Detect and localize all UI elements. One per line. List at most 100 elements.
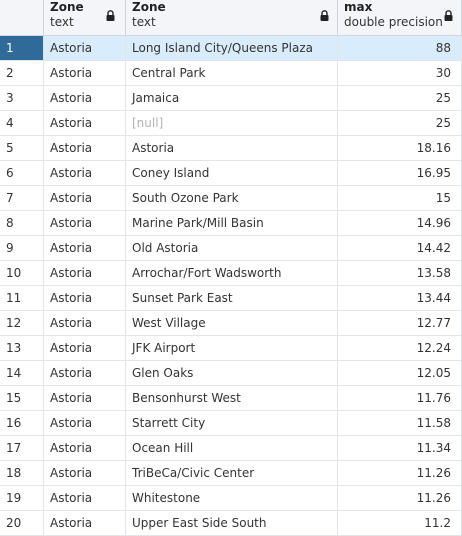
zone-cell[interactable]: Astoria	[44, 161, 126, 185]
zone-cell[interactable]: Astoria	[44, 361, 126, 385]
zone-cell[interactable]: Marine Park/Mill Basin	[126, 211, 338, 235]
zone-cell[interactable]: Astoria	[44, 236, 126, 260]
zone-cell[interactable]: Astoria	[44, 186, 126, 210]
zone-cell[interactable]: South Ozone Park	[126, 186, 338, 210]
column-header-zone-1[interactable]: Zone text	[44, 0, 126, 35]
zone-cell[interactable]: Sunset Park East	[126, 286, 338, 310]
table-row[interactable]: 7 Astoria South Ozone Park 15	[0, 186, 462, 211]
table-row[interactable]: 19 Astoria Whitestone 11.26	[0, 486, 462, 511]
zone-cell[interactable]: Bensonhurst West	[126, 386, 338, 410]
max-cell[interactable]: 12.05	[338, 361, 462, 385]
table-row[interactable]: 1 Astoria Long Island City/Queens Plaza 88	[0, 36, 462, 61]
zone-cell[interactable]: Central Park	[126, 61, 338, 85]
zone-cell[interactable]: Old Astoria	[126, 236, 338, 260]
row-number[interactable]: 14	[0, 361, 44, 385]
zone-cell[interactable]: West Village	[126, 311, 338, 335]
zone-cell[interactable]: Astoria	[126, 136, 338, 160]
max-cell[interactable]: 12.24	[338, 336, 462, 360]
row-number[interactable]: 9	[0, 236, 44, 260]
zone-cell[interactable]: Coney Island	[126, 161, 338, 185]
table-row[interactable]: 9 Astoria Old Astoria 14.42	[0, 236, 462, 261]
table-row[interactable]: 17 Astoria Ocean Hill 11.34	[0, 436, 462, 461]
table-row[interactable]: 12 Astoria West Village 12.77	[0, 311, 462, 336]
row-number[interactable]: 5	[0, 136, 44, 160]
zone-cell[interactable]: TriBeCa/Civic Center	[126, 461, 338, 485]
table-row[interactable]: 11 Astoria Sunset Park East 13.44	[0, 286, 462, 311]
max-cell[interactable]: 11.26	[338, 486, 462, 510]
max-cell[interactable]: 11.26	[338, 461, 462, 485]
max-cell[interactable]: 25	[338, 86, 462, 110]
table-row[interactable]: 15 Astoria Bensonhurst West 11.76	[0, 386, 462, 411]
max-cell[interactable]: 88	[338, 36, 462, 60]
max-cell[interactable]: 30	[338, 61, 462, 85]
max-cell[interactable]: 18.16	[338, 136, 462, 160]
zone-cell[interactable]: Astoria	[44, 411, 126, 435]
table-row[interactable]: 6 Astoria Coney Island 16.95	[0, 161, 462, 186]
zone-cell[interactable]: Long Island City/Queens Plaza	[126, 36, 338, 60]
max-cell[interactable]: 16.95	[338, 161, 462, 185]
zone-cell[interactable]: Astoria	[44, 61, 126, 85]
zone-cell[interactable]: Astoria	[44, 336, 126, 360]
zone-cell[interactable]: Upper East Side South	[126, 511, 338, 535]
row-number[interactable]: 16	[0, 411, 44, 435]
column-header-max[interactable]: max double precision	[338, 0, 462, 35]
row-number[interactable]: 18	[0, 461, 44, 485]
table-row[interactable]: 5 Astoria Astoria 18.16	[0, 136, 462, 161]
table-row[interactable]: 4 Astoria [null] 25	[0, 111, 462, 136]
table-row[interactable]: 13 Astoria JFK Airport 12.24	[0, 336, 462, 361]
zone-cell[interactable]: Astoria	[44, 311, 126, 335]
max-cell[interactable]: 15	[338, 186, 462, 210]
table-row[interactable]: 14 Astoria Glen Oaks 12.05	[0, 361, 462, 386]
zone-cell[interactable]: Astoria	[44, 111, 126, 135]
max-cell[interactable]: 14.96	[338, 211, 462, 235]
zone-cell[interactable]: Starrett City	[126, 411, 338, 435]
zone-cell[interactable]: [null]	[126, 111, 338, 135]
row-number[interactable]: 10	[0, 261, 44, 285]
max-cell[interactable]: 13.58	[338, 261, 462, 285]
row-number[interactable]: 4	[0, 111, 44, 135]
table-row[interactable]: 20 Astoria Upper East Side South 11.2	[0, 511, 462, 536]
table-row[interactable]: 18 Astoria TriBeCa/Civic Center 11.26	[0, 461, 462, 486]
zone-cell[interactable]: Astoria	[44, 211, 126, 235]
row-number[interactable]: 20	[0, 511, 44, 535]
row-number[interactable]: 2	[0, 61, 44, 85]
zone-cell[interactable]: Glen Oaks	[126, 361, 338, 385]
row-number[interactable]: 19	[0, 486, 44, 510]
row-number[interactable]: 15	[0, 386, 44, 410]
row-number[interactable]: 7	[0, 186, 44, 210]
table-row[interactable]: 16 Astoria Starrett City 11.58	[0, 411, 462, 436]
zone-cell[interactable]: Jamaica	[126, 86, 338, 110]
zone-cell[interactable]: Arrochar/Fort Wadsworth	[126, 261, 338, 285]
table-row[interactable]: 3 Astoria Jamaica 25	[0, 86, 462, 111]
column-header-zone-2[interactable]: Zone text	[126, 0, 338, 35]
max-cell[interactable]: 12.77	[338, 311, 462, 335]
zone-cell[interactable]: Ocean Hill	[126, 436, 338, 460]
max-cell[interactable]: 11.34	[338, 436, 462, 460]
row-number[interactable]: 12	[0, 311, 44, 335]
max-cell[interactable]: 11.76	[338, 386, 462, 410]
row-number[interactable]: 8	[0, 211, 44, 235]
zone-cell[interactable]: Astoria	[44, 436, 126, 460]
zone-cell[interactable]: Astoria	[44, 486, 126, 510]
max-cell[interactable]: 11.58	[338, 411, 462, 435]
row-number[interactable]: 1	[0, 36, 44, 60]
zone-cell[interactable]: Astoria	[44, 86, 126, 110]
row-number[interactable]: 13	[0, 336, 44, 360]
table-row[interactable]: 2 Astoria Central Park 30	[0, 61, 462, 86]
zone-cell[interactable]: Astoria	[44, 36, 126, 60]
zone-cell[interactable]: Astoria	[44, 286, 126, 310]
zone-cell[interactable]: Astoria	[44, 461, 126, 485]
row-number[interactable]: 6	[0, 161, 44, 185]
row-number[interactable]: 11	[0, 286, 44, 310]
zone-cell[interactable]: Astoria	[44, 386, 126, 410]
zone-cell[interactable]: Astoria	[44, 136, 126, 160]
max-cell[interactable]: 11.2	[338, 511, 462, 535]
max-cell[interactable]: 25	[338, 111, 462, 135]
zone-cell[interactable]: Astoria	[44, 511, 126, 535]
max-cell[interactable]: 14.42	[338, 236, 462, 260]
table-row[interactable]: 10 Astoria Arrochar/Fort Wadsworth 13.58	[0, 261, 462, 286]
zone-cell[interactable]: Whitestone	[126, 486, 338, 510]
row-number[interactable]: 3	[0, 86, 44, 110]
table-row[interactable]: 8 Astoria Marine Park/Mill Basin 14.96	[0, 211, 462, 236]
max-cell[interactable]: 13.44	[338, 286, 462, 310]
